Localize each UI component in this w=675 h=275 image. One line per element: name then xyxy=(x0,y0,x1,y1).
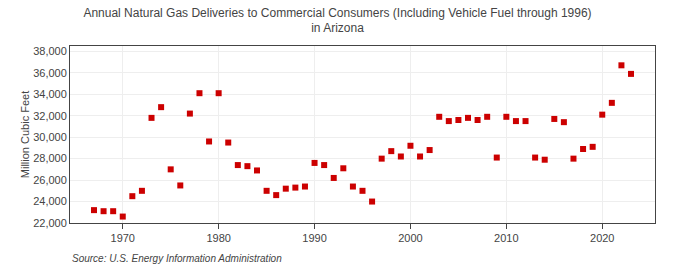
svg-text:30,000: 30,000 xyxy=(33,131,67,143)
svg-text:Annual Natural Gas Deliveries: Annual Natural Gas Deliveries to Commerc… xyxy=(83,6,591,36)
svg-text:24,000: 24,000 xyxy=(33,195,67,207)
svg-text:1980: 1980 xyxy=(206,232,230,244)
svg-text:22,000: 22,000 xyxy=(33,217,67,229)
svg-text:1970: 1970 xyxy=(111,232,135,244)
svg-text:2000: 2000 xyxy=(398,232,422,244)
svg-text:28,000: 28,000 xyxy=(33,152,67,164)
svg-text:32,000: 32,000 xyxy=(33,110,67,122)
svg-text:Million Cubic Feet: Million Cubic Feet xyxy=(19,91,31,178)
svg-text:26,000: 26,000 xyxy=(33,174,67,186)
svg-text:2010: 2010 xyxy=(494,232,518,244)
svg-text:36,000: 36,000 xyxy=(33,67,67,79)
svg-text:38,000: 38,000 xyxy=(33,45,67,57)
svg-text:Source: U.S. Energy Informatio: Source: U.S. Energy Information Administ… xyxy=(72,253,282,264)
svg-text:2020: 2020 xyxy=(590,232,614,244)
svg-text:34,000: 34,000 xyxy=(33,88,67,100)
svg-text:1990: 1990 xyxy=(302,232,326,244)
